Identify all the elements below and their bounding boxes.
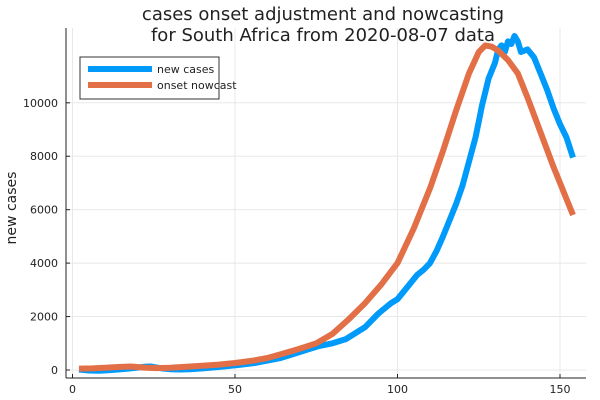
axes xyxy=(65,28,586,379)
y-tick-label-10000: 10000 xyxy=(23,97,58,110)
y-tick-label-0: 0 xyxy=(51,364,58,377)
y-tick-label-4000: 4000 xyxy=(30,257,58,270)
chart-title-line1: cases onset adjustment and nowcasting xyxy=(142,4,504,25)
tick-labels: 0 50 100 150 0 2000 4000 6000 8000 10000 xyxy=(23,97,571,396)
legend-label-onset-nowcast: onset nowcast xyxy=(157,79,237,92)
legend-label-new-cases: new cases xyxy=(157,63,215,76)
legend: new cases onset nowcast xyxy=(79,56,237,100)
series-lines xyxy=(78,33,576,374)
y-tick-label-6000: 6000 xyxy=(30,204,58,217)
y-tick-label-2000: 2000 xyxy=(30,311,58,324)
x-tick-label-0: 0 xyxy=(69,383,76,396)
x-tick-label-100: 100 xyxy=(387,383,408,396)
series-line-onset-nowcast xyxy=(78,42,576,372)
legend-box xyxy=(79,56,220,100)
x-tick-label-150: 150 xyxy=(550,383,571,396)
x-tick-label-50: 50 xyxy=(228,383,242,396)
y-axis-label: new cases xyxy=(4,172,20,245)
y-tick-label-8000: 8000 xyxy=(30,150,58,163)
chart-title-line2: for South Africa from 2020-08-07 data xyxy=(151,25,495,46)
